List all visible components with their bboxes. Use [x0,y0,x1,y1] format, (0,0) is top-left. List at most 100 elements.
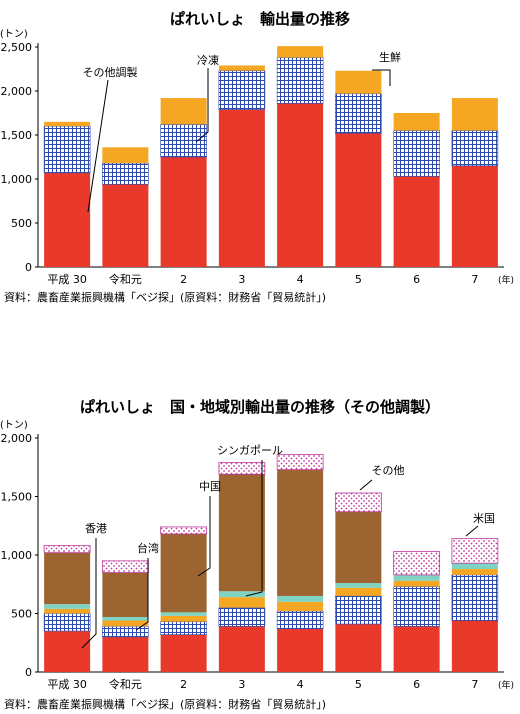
y-tick-label: 500 [11,217,32,230]
x-axis-unit: (年) [498,274,514,286]
bar-生鮮-5 [335,70,382,94]
y-tick-label: 2,000 [1,432,33,445]
x-tick-label: 6 [413,678,420,691]
bar-中国-2 [160,533,207,613]
bar-生鮮-2 [160,98,207,125]
y-tick-label: 1,500 [1,129,33,142]
bar-台湾-5 [335,587,382,596]
annotation-leader [81,538,97,649]
bar-台湾-6 [393,580,440,587]
bar-その他-5 [334,492,382,513]
bar-シンガポール-5 [335,583,382,588]
bar-その他-6 [393,551,441,576]
y-tick-label: 1,500 [1,491,33,504]
bar-生鮮-4 [277,46,324,58]
chart2-export-by-destination: 0 500 1,000 1,500 2,000(トン) 平成 30 令和元 2 3 4 5 6 7 (年)… [0,420,514,691]
annotation-leader [197,496,211,577]
annotation-label: 台湾 [137,541,159,555]
annotation-leader [87,79,109,213]
bar-冷凍-5 [335,93,382,134]
bar-冷凍-4 [276,57,324,104]
x-tick-label: 平成 30 [47,273,87,286]
bar-冷凍-平成 30 [43,125,91,174]
bar-中国-令和元 [102,572,149,618]
bar-その他-平成 30 [43,545,91,554]
x-tick-label: 2 [180,678,187,691]
annotation-label: その他調製 [83,65,138,79]
bar-その他調製-7 [451,165,498,267]
annotation-label: シンガポール [217,444,283,457]
bar-生鮮-平成 30 [44,121,91,127]
bar-その他-4 [276,453,324,470]
chart1-export-volume: 0 500 1,000 1,500 2,000 2,500(トン) 平成 30 令和元 2 3 4 5… [0,29,514,286]
bar-その他-令和元 [101,560,149,573]
x-axis-unit: (年) [498,679,514,691]
y-tick-label: 1,000 [1,549,33,562]
chart2-title: ぱれいしょ 国・地域別輸出量の推移（その他調製） [79,398,440,416]
x-tick-label: 4 [297,678,304,691]
y-tick-label: 500 [11,608,32,621]
y-tick-label: 2,000 [1,85,33,98]
bar-生鮮-3 [218,65,265,71]
annotation-label: 冷凍 [197,54,219,67]
bar-その他-3 [218,462,266,475]
bar-香港-令和元 [102,636,149,672]
bar-その他-7 [451,538,499,564]
bar-米国-2 [160,621,207,635]
annotation-leader [359,479,373,491]
annotation-label: 米国 [473,512,495,525]
bar-香港-7 [451,620,498,672]
bar-シンガポール-7 [451,563,498,570]
bar-中国-5 [335,511,382,584]
bar-その他調製-4 [277,103,324,267]
bar-中国-平成 30 [44,552,91,605]
annotation-label: その他 [372,464,405,477]
bar-冷凍-6 [393,130,440,177]
bar-米国-3 [218,607,266,627]
bar-冷凍-7 [451,130,499,167]
bar-その他調製-3 [218,109,265,267]
bar-冷凍-令和元 [102,162,149,185]
bar-台湾-令和元 [102,620,149,627]
bar-シンガポール-令和元 [102,617,149,621]
chart1-title: ぱれいしょ 輸出量の推移 [169,10,350,28]
bar-台湾-7 [451,569,498,575]
bar-シンガポール-6 [393,574,440,581]
x-tick-label: 3 [238,273,245,286]
x-tick-label: 4 [297,273,304,286]
bar-米国-5 [335,595,382,625]
annotation-leader [465,525,479,537]
annotation-label: 生鮮 [379,50,401,64]
bar-香港-4 [277,628,324,672]
bar-米国-7 [451,574,499,621]
y-axis-unit: (トン) [0,420,28,431]
bar-台湾-4 [277,601,324,612]
bar-米国-6 [393,586,440,627]
bar-台湾-3 [218,597,265,608]
y-tick-label: 1,000 [1,173,33,186]
annotation-label: 香港 [85,522,107,535]
annotation-leader [245,460,263,597]
annotation-leader [195,68,209,143]
x-tick-label: 7 [471,273,478,286]
bar-台湾-2 [160,615,207,622]
chart1-source: 資料：農畜産業振興機構「ベジ探」(原資料：財務省「貿易統計」) [4,291,327,304]
x-tick-label: 令和元 [109,272,142,286]
x-tick-label: 7 [471,678,478,691]
bar-シンガポール-4 [277,595,324,602]
bar-その他調製-令和元 [102,184,149,267]
bar-米国-平成 30 [43,613,91,632]
bar-香港-平成 30 [44,631,91,672]
bar-冷凍-3 [218,70,266,110]
bar-米国-令和元 [102,626,149,638]
bar-生鮮-6 [393,113,440,131]
bar-生鮮-令和元 [102,147,149,164]
x-tick-label: 5 [355,273,362,286]
bar-シンガポール-2 [160,612,207,616]
bar-その他調製-2 [160,157,207,267]
x-tick-label: 3 [238,678,245,691]
annotation-leader [135,558,149,631]
x-tick-label: 6 [413,273,420,286]
bar-その他調製-5 [335,133,382,267]
bar-生鮮-7 [451,98,498,131]
